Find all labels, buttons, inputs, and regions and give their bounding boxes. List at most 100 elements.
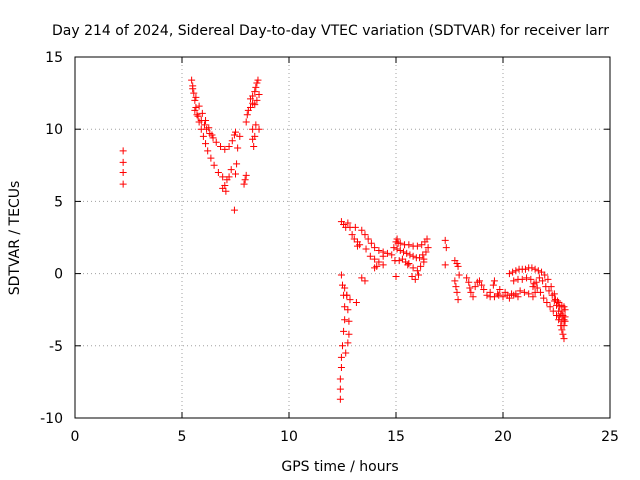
data-point-0-119 [373, 262, 381, 270]
data-point-0-262 [558, 317, 566, 325]
data-point-0-69 [254, 76, 262, 84]
data-point-0-34 [230, 131, 238, 139]
data-point-0-184 [480, 285, 488, 293]
data-point-0-21 [227, 166, 235, 174]
data-point-0-219 [544, 275, 552, 283]
data-point-0-91 [344, 339, 352, 347]
data-point-0-136 [422, 248, 430, 256]
data-point-0-59 [249, 125, 257, 133]
data-point-0-165 [442, 244, 450, 252]
data-point-0-146 [423, 235, 431, 243]
y-tick-label-5: 15 [45, 50, 63, 66]
data-point-0-117 [379, 261, 387, 269]
data-point-0-188 [494, 290, 502, 298]
data-point-0-44 [222, 187, 230, 195]
data-point-0-0 [119, 147, 127, 155]
y-tick-label-1: -5 [49, 339, 63, 355]
data-point-0-12 [199, 132, 207, 140]
data-point-0-180 [471, 283, 479, 291]
axis-ticks [74, 56, 611, 419]
data-point-0-234 [536, 288, 544, 296]
data-point-0-158 [398, 255, 406, 263]
data-point-0-218 [541, 271, 549, 279]
data-point-0-227 [510, 277, 518, 285]
data-point-0-127 [393, 245, 401, 253]
data-point-0-169 [454, 262, 462, 270]
data-point-0-153 [417, 262, 425, 270]
data-point-0-187 [490, 293, 498, 301]
data-point-0-172 [452, 283, 460, 291]
data-point-0-261 [557, 310, 565, 318]
data-point-0-115 [371, 255, 379, 263]
grid-lines [75, 57, 610, 418]
data-point-0-84 [336, 385, 344, 393]
data-point-0-79 [340, 327, 348, 335]
y-tick-label-4: 10 [45, 122, 63, 138]
data-point-0-120 [379, 252, 387, 260]
data-point-0-116 [375, 258, 383, 266]
data-point-0-32 [225, 143, 233, 151]
data-point-0-171 [451, 277, 459, 285]
data-point-0-46 [232, 170, 239, 178]
data-point-0-45 [230, 206, 238, 214]
data-point-0-125 [361, 277, 369, 285]
data-point-0-24 [195, 102, 203, 110]
data-point-0-201 [525, 290, 533, 298]
data-point-0-99 [350, 235, 358, 243]
x-tick-label-1: 5 [178, 429, 187, 445]
data-point-0-206 [514, 293, 522, 301]
data-point-0-18 [219, 173, 227, 181]
data-point-0-106 [364, 235, 372, 243]
data-point-0-235 [540, 294, 548, 302]
data-point-0-1 [119, 158, 127, 166]
data-point-0-81 [337, 353, 345, 361]
data-point-0-111 [383, 249, 391, 257]
data-point-0-179 [469, 293, 477, 301]
y-axis-label: SDTVAR / TECUs [7, 181, 23, 296]
data-point-0-149 [413, 267, 421, 275]
data-point-0-150 [408, 272, 416, 280]
data-point-0-43 [221, 182, 229, 190]
data-point-0-101 [351, 223, 359, 231]
x-tick-label-3: 15 [387, 429, 405, 445]
data-point-0-48 [234, 144, 242, 152]
data-point-0-51 [240, 180, 248, 188]
data-point-0-255 [561, 306, 569, 314]
data-point-0-258 [560, 322, 568, 330]
data-point-0-23 [192, 93, 200, 101]
data-point-0-15 [207, 154, 215, 162]
data-point-0-3 [119, 180, 127, 188]
data-point-0-204 [501, 288, 509, 296]
data-point-0-53 [242, 171, 250, 179]
data-point-0-82 [337, 363, 345, 371]
data-point-0-126 [390, 244, 398, 252]
data-point-0-25 [198, 109, 206, 117]
data-point-0-96 [344, 219, 352, 227]
data-point-0-264 [550, 297, 558, 305]
data-point-0-189 [496, 285, 504, 293]
data-point-0-72 [255, 91, 263, 99]
data-point-0-103 [356, 241, 364, 249]
data-point-0-251 [548, 291, 556, 299]
data-point-0-178 [467, 288, 475, 296]
data-point-0-67 [252, 83, 260, 91]
data-point-0-131 [406, 251, 414, 259]
data-point-0-92 [342, 349, 350, 357]
data-point-0-83 [336, 375, 344, 383]
data-point-0-147 [405, 259, 413, 267]
data-point-0-246 [532, 278, 540, 286]
data-point-0-65 [249, 92, 257, 100]
data-point-0-49 [236, 132, 244, 140]
data-point-0-190 [486, 288, 494, 296]
y-tick-label-3: 5 [54, 194, 63, 210]
data-point-0-193 [495, 291, 503, 299]
data-point-0-248 [539, 277, 547, 285]
data-point-0-260 [553, 301, 560, 309]
plot-frame [74, 56, 611, 419]
data-point-0-245 [529, 283, 537, 291]
data-point-0-141 [405, 241, 413, 249]
data-point-0-77 [341, 303, 349, 311]
data-point-0-6 [190, 89, 198, 97]
data-point-0-62 [251, 132, 259, 140]
data-point-0-98 [348, 231, 356, 239]
